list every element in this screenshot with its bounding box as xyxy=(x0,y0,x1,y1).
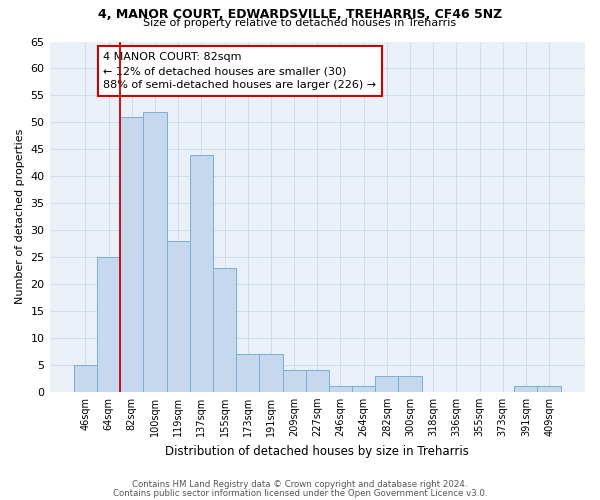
Bar xyxy=(514,386,538,392)
Text: 4, MANOR COURT, EDWARDSVILLE, TREHARRIS, CF46 5NZ: 4, MANOR COURT, EDWARDSVILLE, TREHARRIS,… xyxy=(98,8,502,20)
Bar xyxy=(74,365,97,392)
Bar xyxy=(538,386,560,392)
Bar xyxy=(305,370,329,392)
Bar xyxy=(120,117,143,392)
Bar xyxy=(352,386,375,392)
Bar xyxy=(283,370,305,392)
Bar xyxy=(375,376,398,392)
Bar xyxy=(143,112,167,392)
X-axis label: Distribution of detached houses by size in Treharris: Distribution of detached houses by size … xyxy=(166,444,469,458)
Bar xyxy=(259,354,283,392)
Bar xyxy=(190,154,213,392)
Bar xyxy=(329,386,352,392)
Bar xyxy=(97,257,120,392)
Text: Contains HM Land Registry data © Crown copyright and database right 2024.: Contains HM Land Registry data © Crown c… xyxy=(132,480,468,489)
Bar xyxy=(213,268,236,392)
Text: Size of property relative to detached houses in Treharris: Size of property relative to detached ho… xyxy=(143,18,457,28)
Bar xyxy=(167,241,190,392)
Y-axis label: Number of detached properties: Number of detached properties xyxy=(15,129,25,304)
Text: Contains public sector information licensed under the Open Government Licence v3: Contains public sector information licen… xyxy=(113,488,487,498)
Text: 4 MANOR COURT: 82sqm
← 12% of detached houses are smaller (30)
88% of semi-detac: 4 MANOR COURT: 82sqm ← 12% of detached h… xyxy=(103,52,376,90)
Bar xyxy=(236,354,259,392)
Bar xyxy=(398,376,422,392)
